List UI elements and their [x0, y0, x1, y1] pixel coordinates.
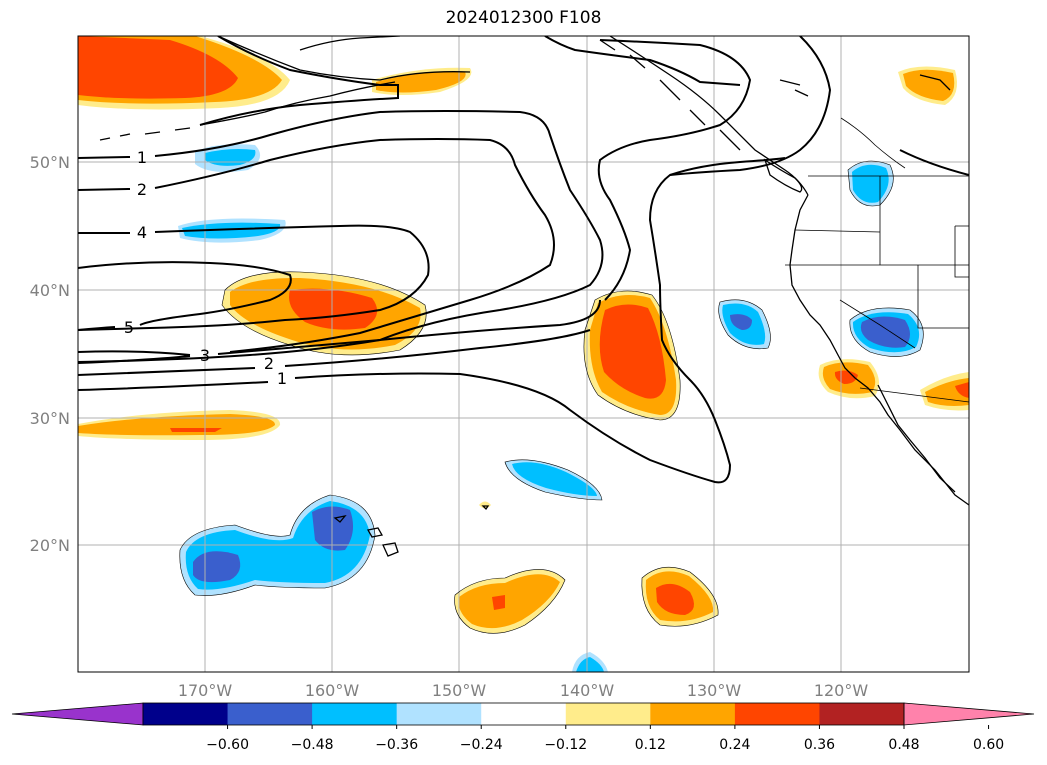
colorbar-label: −0.48 — [291, 737, 334, 753]
map-title: 2024012300 F108 — [445, 8, 602, 28]
contour-3 — [78, 299, 601, 356]
colorbar-segment — [819, 703, 905, 725]
contour-label-2-south: 2 — [264, 354, 274, 373]
lon-label-150w: 150°W — [432, 681, 487, 700]
contour-label-2-north: 2 — [137, 180, 147, 199]
contour-2-south — [78, 329, 591, 376]
longitude-labels: 170°W 160°W 150°W 140°W 130°W 120°W — [178, 681, 869, 700]
graticule — [78, 36, 969, 672]
lat-label-50n: 50°N — [30, 153, 70, 172]
contour-label-3: 3 — [200, 346, 210, 365]
contour-labels: 1 2 4 5 3 2 1 — [124, 148, 287, 388]
colorbar-label: 0.36 — [804, 737, 835, 753]
contour-label-1-south: 1 — [277, 369, 287, 388]
contour-1-south — [78, 157, 786, 484]
colorbar-extend-min — [11, 702, 144, 726]
contour-label-5: 5 — [124, 318, 134, 337]
lon-label-130w: 130°W — [687, 681, 742, 700]
colorbar: −0.60 −0.48 −0.36 −0.24 −0.12 0.12 0.24 0.36 0.4… — [11, 702, 1035, 753]
contour-label-4: 4 — [137, 223, 147, 242]
contour-4 — [78, 224, 430, 331]
colorbar-label: −0.60 — [206, 737, 249, 753]
colorbar-label: 0.60 — [973, 737, 1004, 753]
map-frame — [77, 35, 970, 673]
contour-lines — [78, 36, 969, 484]
latitude-labels: 50°N 40°N 30°N 20°N — [30, 153, 70, 555]
lat-label-30n: 30°N — [30, 409, 70, 428]
colorbar-label: −0.36 — [375, 737, 418, 753]
contour-1-north — [78, 110, 604, 363]
colorbar-segment — [565, 703, 651, 725]
colorbar-segment — [650, 703, 736, 725]
contour-label-1-north: 1 — [137, 148, 147, 167]
colorbar-label: −0.12 — [544, 737, 587, 753]
colorbar-label: −0.24 — [460, 737, 503, 753]
contour-5 — [78, 261, 292, 326]
lon-label-160w: 160°W — [305, 681, 360, 700]
lon-label-170w: 170°W — [178, 681, 233, 700]
colorbar-segment — [227, 703, 313, 725]
colorbar-extend-max — [903, 702, 1035, 726]
colorbar-segment — [312, 703, 398, 725]
colorbar-label: 0.24 — [719, 737, 750, 753]
lon-label-120w: 120°W — [814, 681, 869, 700]
colorbar-segment — [396, 703, 482, 725]
contour-2-north — [78, 138, 555, 364]
political-borders — [785, 117, 969, 403]
colorbar-segment — [481, 703, 567, 725]
lat-label-20n: 20°N — [30, 536, 70, 555]
lon-label-140w: 140°W — [560, 681, 615, 700]
lat-label-40n: 40°N — [30, 281, 70, 300]
colorbar-label: 0.48 — [888, 737, 919, 753]
colorbar-label: 0.12 — [635, 737, 666, 753]
colorbar-frame — [142, 702, 905, 726]
colorbar-segment — [734, 703, 820, 725]
anomaly-outlines — [179, 160, 924, 634]
coastlines — [99, 36, 969, 557]
colorbar-segment — [143, 703, 229, 725]
